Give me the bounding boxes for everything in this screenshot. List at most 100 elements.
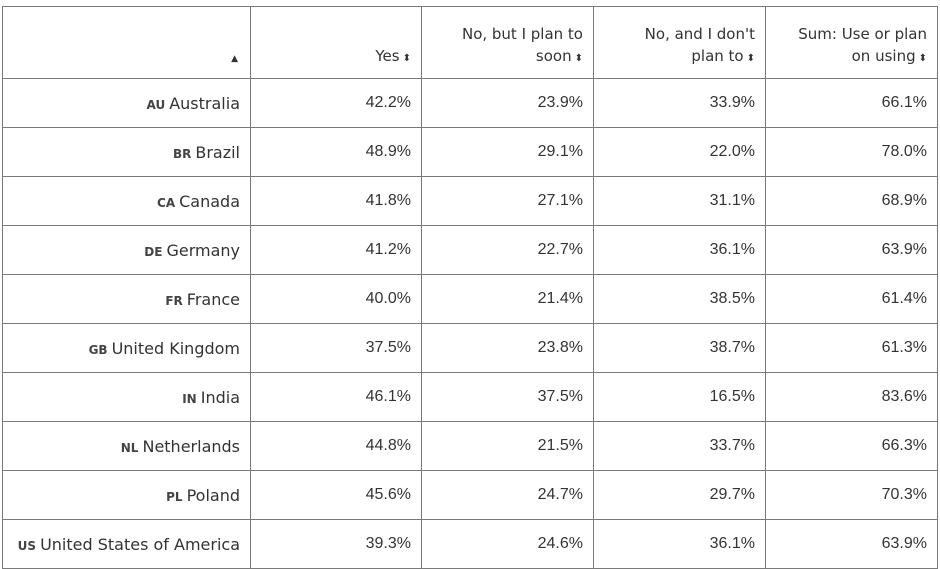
no-plan-column-header[interactable]: No, and I don't plan to ⬍ (593, 6, 766, 79)
country-code: IN (182, 391, 197, 406)
column-header-label: Sum: Use or plan (798, 25, 927, 43)
yes-column-header[interactable]: Yes ⬍ (250, 6, 422, 79)
country-code: US (17, 538, 37, 553)
sum-cell: 83.6% (765, 372, 938, 422)
no-plan-cell: 22.0% (593, 127, 766, 177)
yes-cell: 48.9% (250, 127, 422, 177)
country-cell: NL Netherlands (2, 421, 251, 471)
country-cell: AU Australia (2, 78, 251, 128)
sum-cell: 66.1% (765, 78, 938, 128)
country-name: France (186, 289, 240, 309)
header-row: ▲ Yes ⬍ No, but I plan to soon ⬍ No, and I… (2, 6, 938, 79)
no-plan-cell: 31.1% (593, 176, 766, 226)
column-header-label: plan to (691, 47, 744, 65)
plan-soon-column-header[interactable]: No, but I plan to soon ⬍ (421, 6, 594, 79)
sort-icon[interactable]: ⬍ (574, 53, 583, 64)
plan-soon-cell: 23.9% (421, 78, 594, 128)
sum-cell: 63.9% (765, 519, 938, 569)
sum-cell: 78.0% (765, 127, 938, 177)
sum-cell: 63.9% (765, 225, 938, 275)
plan-soon-cell: 24.7% (421, 470, 594, 520)
yes-cell: 39.3% (250, 519, 422, 569)
column-header-label: soon (535, 47, 572, 65)
country-name: India (200, 387, 240, 407)
column-header-label: on using (851, 47, 916, 65)
country-cell: CA Canada (2, 176, 251, 226)
no-plan-cell: 38.7% (593, 323, 766, 373)
country-code: NL (120, 440, 139, 455)
column-header-label: Yes (375, 47, 400, 65)
country-name: Australia (169, 93, 240, 113)
country-cell: DE Germany (2, 225, 251, 275)
table-row: US United States of America 39.3% 24.6% 36.1… (2, 519, 938, 569)
country-code: PL (166, 489, 183, 504)
yes-cell: 37.5% (250, 323, 422, 373)
sort-icon[interactable]: ⬍ (746, 53, 755, 64)
column-header-label: No, but I plan to (461, 25, 583, 43)
country-code: BR (172, 146, 192, 161)
country-cell: US United States of America (2, 519, 251, 569)
plan-soon-cell: 24.6% (421, 519, 594, 569)
survey-table-container: ▲ Yes ⬍ No, but I plan to soon ⬍ No, and I… (2, 6, 938, 569)
sum-cell: 61.3% (765, 323, 938, 373)
country-code: DE (144, 244, 163, 259)
table-body: AU Australia 42.2% 23.9% 33.9% 66.1% BR Brazil 4… (2, 78, 938, 569)
country-cell: BR Brazil (2, 127, 251, 177)
no-plan-cell: 36.1% (593, 519, 766, 569)
plan-soon-cell: 23.8% (421, 323, 594, 373)
country-code: AU (146, 97, 166, 112)
yes-cell: 40.0% (250, 274, 422, 324)
country-name: Netherlands (142, 436, 240, 456)
plan-soon-cell: 21.4% (421, 274, 594, 324)
no-plan-cell: 29.7% (593, 470, 766, 520)
country-name: Poland (186, 485, 240, 505)
yes-cell: 42.2% (250, 78, 422, 128)
table-row: PL Poland 45.6% 24.7% 29.7% 70.3% (2, 470, 938, 520)
table-row: BR Brazil 48.9% 29.1% 22.0% 78.0% (2, 127, 938, 177)
sum-cell: 66.3% (765, 421, 938, 471)
country-code: GB (88, 342, 108, 357)
country-cell: IN India (2, 372, 251, 422)
no-plan-cell: 33.9% (593, 78, 766, 128)
country-column-header[interactable]: ▲ (2, 6, 251, 79)
country-code: CA (157, 195, 176, 210)
yes-cell: 41.8% (250, 176, 422, 226)
survey-table: ▲ Yes ⬍ No, but I plan to soon ⬍ No, and I… (2, 6, 938, 569)
table-row: GB United Kingdom 37.5% 23.8% 38.7% 61.3% (2, 323, 938, 373)
column-header-label: No, and I don't (644, 25, 755, 43)
sort-ascending-icon[interactable]: ▲ (231, 54, 238, 64)
yes-cell: 41.2% (250, 225, 422, 275)
sum-cell: 68.9% (765, 176, 938, 226)
no-plan-cell: 33.7% (593, 421, 766, 471)
plan-soon-cell: 29.1% (421, 127, 594, 177)
sum-cell: 70.3% (765, 470, 938, 520)
sum-column-header[interactable]: Sum: Use or plan on using ⬍ (765, 6, 938, 79)
yes-cell: 46.1% (250, 372, 422, 422)
country-name: Brazil (195, 142, 240, 162)
country-cell: PL Poland (2, 470, 251, 520)
yes-cell: 45.6% (250, 470, 422, 520)
no-plan-cell: 38.5% (593, 274, 766, 324)
no-plan-cell: 16.5% (593, 372, 766, 422)
sum-cell: 61.4% (765, 274, 938, 324)
sort-icon[interactable]: ⬍ (402, 53, 411, 64)
country-cell: FR France (2, 274, 251, 324)
plan-soon-cell: 21.5% (421, 421, 594, 471)
plan-soon-cell: 27.1% (421, 176, 594, 226)
country-code: FR (165, 293, 183, 308)
yes-cell: 44.8% (250, 421, 422, 471)
table-row: FR France 40.0% 21.4% 38.5% 61.4% (2, 274, 938, 324)
table-row: CA Canada 41.8% 27.1% 31.1% 68.9% (2, 176, 938, 226)
country-name: United Kingdom (111, 338, 240, 358)
plan-soon-cell: 22.7% (421, 225, 594, 275)
table-row: NL Netherlands 44.8% 21.5% 33.7% 66.3% (2, 421, 938, 471)
country-cell: GB United Kingdom (2, 323, 251, 373)
plan-soon-cell: 37.5% (421, 372, 594, 422)
country-name: United States of America (40, 534, 240, 554)
table-row: AU Australia 42.2% 23.9% 33.9% 66.1% (2, 78, 938, 128)
table-row: DE Germany 41.2% 22.7% 36.1% 63.9% (2, 225, 938, 275)
sort-icon[interactable]: ⬍ (918, 53, 927, 64)
table-row: IN India 46.1% 37.5% 16.5% 83.6% (2, 372, 938, 422)
no-plan-cell: 36.1% (593, 225, 766, 275)
country-name: Germany (166, 240, 240, 260)
